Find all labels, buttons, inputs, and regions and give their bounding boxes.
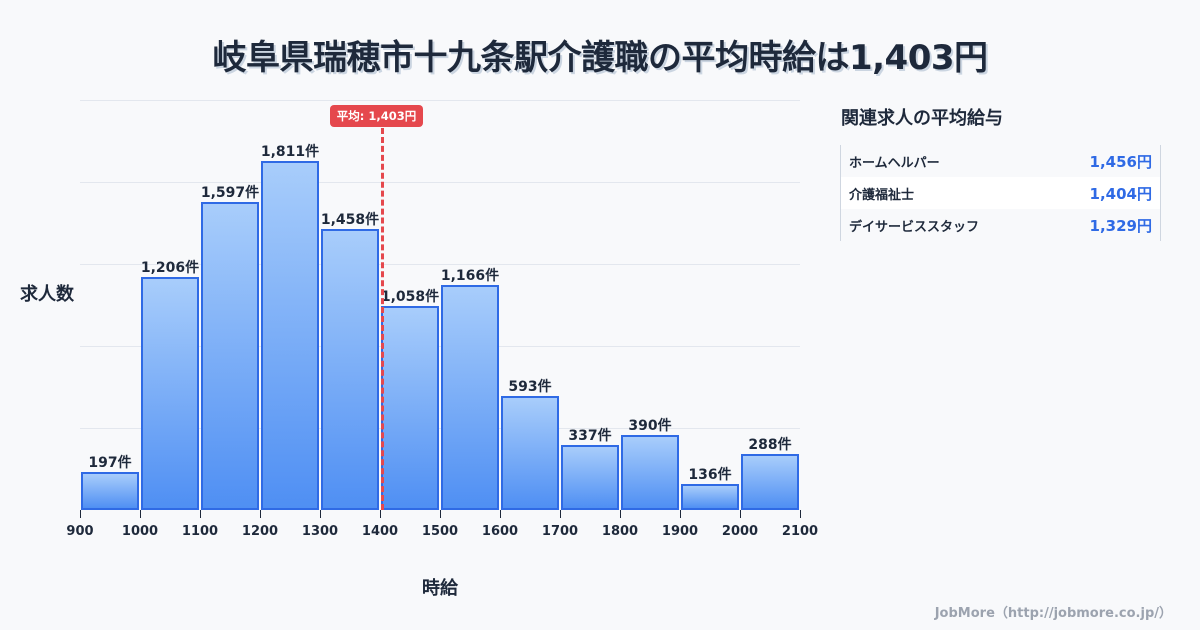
- y-axis-label: 求人数: [20, 284, 74, 305]
- related-job-row: 介護福祉士 1,404円: [841, 177, 1160, 209]
- x-tick-label: 2000: [721, 524, 759, 539]
- x-tick: [800, 510, 801, 518]
- x-tick-label: 1300: [301, 524, 339, 539]
- bar-value-label: 288件: [748, 437, 792, 454]
- x-tick-label: 1000: [121, 524, 159, 539]
- x-tick-label: 1400: [361, 524, 399, 539]
- histogram-bar: [561, 444, 619, 510]
- related-job-row: ホームヘルパー 1,456円: [841, 145, 1160, 177]
- histogram-bar: [501, 395, 559, 510]
- x-tick-label: 1500: [421, 524, 459, 539]
- histogram-bar: [261, 160, 319, 510]
- bar-value-label: 1,058件: [380, 288, 440, 305]
- gridline: [80, 100, 800, 101]
- average-line: [380, 128, 384, 510]
- histogram-bar: [381, 305, 439, 510]
- histogram-bar: [321, 228, 379, 510]
- histogram-bar: [741, 454, 799, 510]
- histogram-plot-area: 197件 1,206件 1,597件 1,811件 1,458件 1,058件 1,166件…: [80, 100, 800, 510]
- x-tick: [560, 510, 561, 518]
- bar-value-label: 1,166件: [440, 268, 500, 285]
- bar-value-label: 1,458件: [320, 211, 380, 228]
- histogram-bar: [81, 472, 139, 510]
- related-job-wage: 1,329円: [1089, 216, 1152, 235]
- histogram-bar: [201, 201, 259, 510]
- x-tick-label: 1200: [241, 524, 279, 539]
- related-jobs-table: ホームヘルパー 1,456円 介護福祉士 1,404円 デイサービススタッフ 1…: [840, 145, 1161, 241]
- x-tick: [740, 510, 741, 518]
- gridline: [80, 264, 800, 265]
- x-tick-label: 1600: [481, 524, 519, 539]
- bar-value-label: 197件: [88, 454, 132, 471]
- x-tick: [200, 510, 201, 518]
- x-tick: [500, 510, 501, 518]
- bar-value-label: 1,206件: [140, 260, 200, 277]
- bar-value-label: 337件: [568, 427, 612, 444]
- average-badge: 平均: 1,403円: [329, 105, 424, 127]
- x-tick-label: 2100: [781, 524, 819, 539]
- footer-credit: JobMore（http://jobmore.co.jp/）: [934, 606, 1172, 621]
- gridline: [80, 428, 800, 429]
- related-jobs-title: 関連求人の平均給与: [841, 108, 1003, 129]
- bar-value-label: 136件: [688, 466, 732, 483]
- histogram-bar: [621, 434, 679, 510]
- x-tick: [320, 510, 321, 518]
- x-tick: [140, 510, 141, 518]
- histogram-bar: [681, 483, 739, 510]
- x-tick-label: 1900: [661, 524, 699, 539]
- histogram-bar: [441, 285, 499, 510]
- bar-value-label: 1,811件: [260, 143, 320, 160]
- histogram-bar: [141, 277, 199, 510]
- page-title: 岐阜県瑞穂市十九条駅介護職の平均時給は1,403円: [212, 38, 988, 78]
- x-tick: [260, 510, 261, 518]
- related-job-wage: 1,404円: [1089, 184, 1152, 203]
- x-tick: [440, 510, 441, 518]
- x-axis-label: 時給: [422, 578, 458, 599]
- x-tick-label: 900: [66, 524, 94, 539]
- x-tick-label: 1700: [541, 524, 579, 539]
- gridline: [80, 346, 800, 347]
- x-tick-label: 1100: [181, 524, 219, 539]
- x-tick: [680, 510, 681, 518]
- related-job-name: ホームヘルパー: [849, 155, 940, 171]
- related-job-row: デイサービススタッフ 1,329円: [841, 209, 1160, 241]
- bar-value-label: 1,597件: [200, 184, 260, 201]
- related-job-name: 介護福祉士: [849, 187, 915, 203]
- x-tick-label: 1800: [601, 524, 639, 539]
- related-job-wage: 1,456円: [1089, 152, 1152, 171]
- bar-value-label: 593件: [508, 378, 552, 395]
- x-tick: [380, 510, 381, 518]
- bar-value-label: 390件: [628, 417, 672, 434]
- x-tick: [80, 510, 81, 518]
- gridline: [80, 182, 800, 183]
- x-tick: [620, 510, 621, 518]
- related-job-name: デイサービススタッフ: [849, 219, 980, 235]
